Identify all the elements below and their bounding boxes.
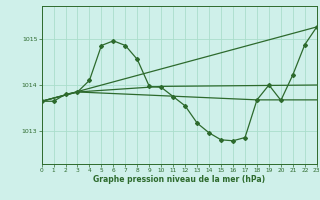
X-axis label: Graphe pression niveau de la mer (hPa): Graphe pression niveau de la mer (hPa)	[93, 175, 265, 184]
